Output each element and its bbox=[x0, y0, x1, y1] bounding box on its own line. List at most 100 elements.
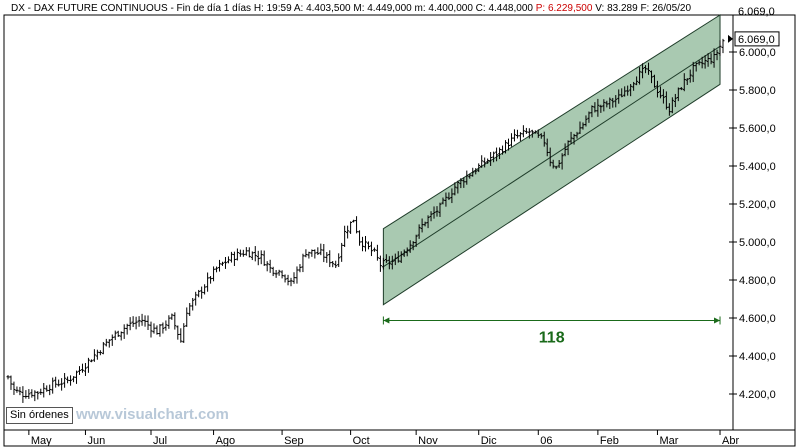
price-bar bbox=[155, 325, 159, 335]
price-bar bbox=[575, 131, 579, 139]
price-bar bbox=[197, 289, 201, 298]
price-bar bbox=[30, 389, 34, 398]
price-bar bbox=[89, 359, 93, 363]
price-bar bbox=[107, 339, 111, 348]
price-bar bbox=[691, 61, 695, 83]
price-bar bbox=[638, 67, 642, 85]
price-bar bbox=[140, 313, 144, 326]
price-bar bbox=[331, 260, 335, 268]
x-tick-label: 06 bbox=[540, 435, 552, 447]
last-price-arrow bbox=[728, 34, 733, 43]
price-bar bbox=[629, 83, 633, 97]
price-bar bbox=[468, 173, 472, 179]
price-bar bbox=[688, 69, 692, 83]
price-bar bbox=[563, 143, 567, 157]
price-bar bbox=[51, 377, 55, 394]
price-bar bbox=[280, 270, 284, 279]
price-bar bbox=[235, 248, 239, 261]
price-bar bbox=[414, 234, 418, 247]
price-bar bbox=[247, 247, 251, 258]
price-bar bbox=[104, 338, 108, 347]
price-bar bbox=[310, 249, 314, 257]
y-tick-label: 5.800,0 bbox=[739, 85, 776, 97]
price-bar bbox=[334, 260, 338, 269]
price-bar bbox=[718, 40, 722, 56]
price-bar bbox=[313, 249, 317, 259]
status-badge[interactable]: Sin órdenes bbox=[6, 407, 73, 424]
price-bar bbox=[238, 249, 242, 257]
bar-count-measure[interactable]: 118 bbox=[382, 316, 721, 346]
date-axis-ticks: May Jun Jul Ago Sep Oct Nov Dic 06 Feb Mar Abr bbox=[28, 430, 739, 447]
price-bar bbox=[283, 274, 287, 283]
price-bar bbox=[507, 138, 510, 151]
price-bar bbox=[670, 97, 674, 114]
price-bar bbox=[486, 158, 490, 164]
price-bar bbox=[364, 236, 367, 252]
price-bar bbox=[623, 86, 627, 97]
x-tick-label: May bbox=[31, 435, 52, 447]
price-bar bbox=[72, 376, 76, 383]
price-bar bbox=[116, 330, 120, 337]
price-bar bbox=[435, 206, 439, 217]
price-bar bbox=[158, 323, 162, 337]
price-bar bbox=[471, 167, 475, 177]
price-bar bbox=[179, 328, 183, 343]
price-bar bbox=[340, 242, 344, 262]
price-bar bbox=[137, 316, 141, 327]
price-bar bbox=[390, 255, 394, 270]
price-bar bbox=[244, 247, 248, 256]
measure-label: 118 bbox=[539, 329, 565, 346]
price-bar bbox=[661, 89, 665, 104]
price-bar bbox=[366, 241, 370, 250]
price-bar bbox=[447, 192, 451, 201]
channel-band bbox=[382, 14, 721, 306]
price-bar bbox=[709, 53, 713, 65]
price-bar bbox=[441, 197, 445, 205]
price-bar bbox=[9, 375, 13, 390]
price-bar bbox=[530, 129, 534, 138]
price-bar bbox=[584, 115, 588, 127]
price-bar bbox=[75, 370, 79, 384]
price-bar bbox=[188, 303, 192, 317]
price-bar bbox=[86, 357, 90, 373]
price-bar bbox=[33, 390, 37, 402]
price-bar bbox=[262, 250, 266, 266]
price-bar bbox=[679, 87, 683, 91]
price-bar bbox=[378, 255, 382, 272]
price-bar bbox=[358, 230, 362, 246]
price-bar bbox=[539, 133, 543, 139]
price-bar bbox=[12, 381, 16, 395]
price-bar bbox=[131, 316, 135, 327]
price-bar bbox=[521, 125, 525, 138]
price-bar bbox=[697, 60, 701, 66]
price-bar bbox=[694, 62, 698, 72]
price-bar bbox=[185, 307, 189, 327]
price-bar bbox=[277, 269, 281, 276]
price-bar bbox=[393, 253, 397, 266]
price-bar bbox=[42, 383, 46, 398]
price-bar bbox=[316, 247, 320, 255]
price-bar bbox=[432, 206, 436, 219]
price-bar bbox=[444, 192, 448, 207]
price-bar bbox=[593, 102, 597, 113]
price-bar bbox=[226, 256, 230, 264]
price-bar bbox=[551, 159, 555, 169]
price-bar bbox=[554, 165, 558, 170]
price-bar bbox=[396, 251, 400, 263]
price-bar bbox=[524, 127, 528, 134]
price-bar bbox=[209, 276, 213, 284]
price-bar bbox=[587, 111, 591, 123]
price-bar bbox=[644, 65, 648, 74]
price-bar bbox=[626, 85, 630, 96]
price-bar bbox=[176, 325, 180, 340]
price-bar bbox=[122, 324, 126, 339]
price-bar bbox=[715, 49, 719, 61]
price-bar bbox=[411, 241, 415, 251]
x-tick-label: Feb bbox=[600, 435, 619, 447]
price-bar bbox=[274, 270, 278, 278]
price-bar bbox=[676, 87, 680, 102]
price-bar bbox=[6, 375, 10, 380]
price-bar bbox=[375, 244, 379, 261]
price-bar bbox=[343, 225, 347, 247]
